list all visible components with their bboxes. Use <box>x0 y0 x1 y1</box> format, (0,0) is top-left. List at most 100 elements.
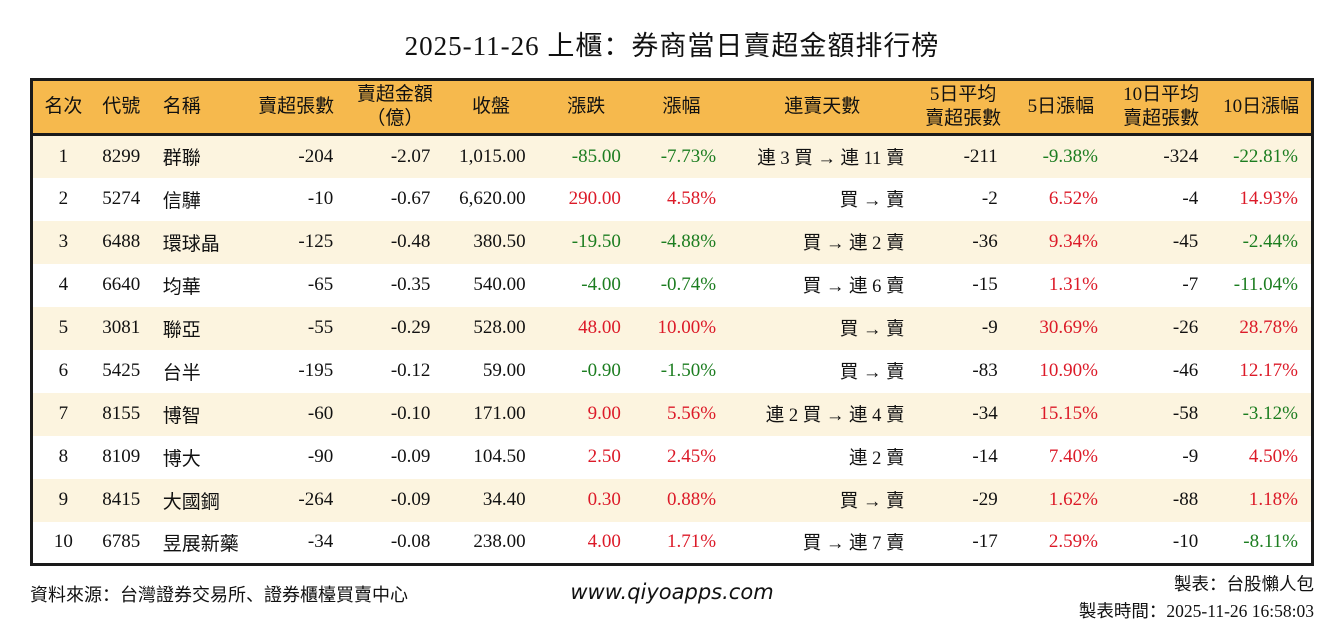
name-cell: 台半 <box>162 362 201 384</box>
rank-cell: 1 <box>58 145 69 167</box>
code-cell: 6640 <box>102 274 141 295</box>
avg5-volume-cell: -211 <box>963 145 998 167</box>
table-row: 7 8155 博智 -60 -0.10 171.00 9.00 5.56% 連 … <box>31 392 1313 436</box>
page-title: 2025-11-26 上櫃：券商當日賣超金額排行榜 <box>404 31 940 61</box>
sell-streak-cell: 買 → 賣 <box>839 320 905 340</box>
avg10-volume-cell: -58 <box>1172 403 1199 424</box>
avg10-volume-cell: -45 <box>1172 231 1199 252</box>
pct10-cell: 14.93% <box>1239 188 1298 209</box>
col-close: 收盤 <box>443 79 539 136</box>
close-cell: 171.00 <box>473 403 526 424</box>
avg5-volume-cell: -17 <box>972 531 998 553</box>
change-pct-cell: -1.50% <box>660 360 717 381</box>
col-sell-volume: 賣超張數 <box>245 79 347 136</box>
name-cell: 群聯 <box>162 148 201 170</box>
code-cell: 6488 <box>102 231 141 252</box>
name-cell: 昱展新藥 <box>162 533 239 555</box>
name-cell: 環球晶 <box>162 233 220 255</box>
pct5-cell: -9.38% <box>1042 145 1098 167</box>
code-cell: 5274 <box>102 188 141 209</box>
close-cell: 238.00 <box>473 531 526 553</box>
change-cell: 0.30 <box>587 489 621 510</box>
pct5-cell: 1.31% <box>1048 274 1098 295</box>
avg5-volume-cell: -2 <box>981 188 998 209</box>
sell-streak-cell: 買 → 連 6 賣 <box>802 277 905 297</box>
pct5-cell: 1.62% <box>1048 489 1098 510</box>
change-pct-cell: 2.45% <box>667 446 717 467</box>
col-change: 漲跌 <box>538 79 634 136</box>
sell-streak-cell: 連 2 買 → 連 4 賣 <box>765 406 905 426</box>
avg5-volume-cell: -9 <box>981 317 998 338</box>
pct10-cell: 1.18% <box>1248 489 1298 510</box>
change-cell: -85.00 <box>571 145 621 167</box>
change-cell: 9.00 <box>587 403 621 424</box>
pct10-cell: -8.11% <box>1243 531 1298 553</box>
close-cell: 104.50 <box>473 446 526 467</box>
name-cell: 博智 <box>162 405 201 427</box>
change-cell: -19.50 <box>571 231 621 252</box>
change-pct-cell: 5.56% <box>667 403 717 424</box>
avg10-volume-cell: -46 <box>1172 360 1199 381</box>
change-cell: 48.00 <box>578 317 621 338</box>
sell-amount-cell: -0.12 <box>390 360 431 381</box>
table-row: 4 6640 均華 -65 -0.35 540.00 -4.00 -0.74% … <box>31 263 1313 307</box>
code-cell: 3081 <box>102 317 141 338</box>
sell-volume-cell: -204 <box>298 145 334 167</box>
sell-volume-cell: -195 <box>298 360 334 381</box>
sell-amount-cell: -0.67 <box>390 188 431 209</box>
sell-amount-cell: -0.09 <box>390 489 431 510</box>
name-cell: 博大 <box>162 448 201 470</box>
change-cell: 2.50 <box>587 446 621 467</box>
pct10-cell: -22.81% <box>1233 145 1298 167</box>
col-avg5-sell-volume: 5日平均 賣超張數 <box>915 79 1011 136</box>
data-source-label: 資料來源：台灣證券交易所、證券櫃檯買賣中心 <box>30 585 408 605</box>
close-cell: 380.50 <box>473 231 526 252</box>
header-row: 名次 代號 名稱 賣超張數 賣超金額 （億） 收盤 漲跌 漲幅 連賣天數 5日平… <box>31 79 1313 136</box>
change-pct-cell: 0.88% <box>667 489 717 510</box>
change-pct-cell: -4.88% <box>660 231 717 252</box>
change-pct-cell: 4.58% <box>667 188 717 209</box>
sell-streak-cell: 買 → 賣 <box>839 492 905 512</box>
avg10-volume-cell: -4 <box>1182 188 1199 209</box>
change-pct-cell: -7.73% <box>660 145 717 167</box>
change-pct-cell: -0.74% <box>660 274 717 295</box>
name-cell: 聯亞 <box>162 319 201 341</box>
name-cell: 信驊 <box>162 190 201 212</box>
rank-cell: 6 <box>58 360 69 381</box>
pct10-cell: 4.50% <box>1248 446 1298 467</box>
sell-amount-cell: -0.09 <box>390 446 431 467</box>
table-row: 6 5425 台半 -195 -0.12 59.00 -0.90 -1.50% … <box>31 349 1313 393</box>
pct10-cell: -3.12% <box>1242 403 1298 424</box>
col-code: 代號 <box>93 79 149 136</box>
sell-amount-cell: -0.48 <box>390 231 431 252</box>
table-body: 1 8299 群聯 -204 -2.07 1,015.00 -85.00 -7.… <box>31 134 1313 565</box>
table-row: 8 8109 博大 -90 -0.09 104.50 2.50 2.45% 連 … <box>31 435 1313 479</box>
maker-label: 製表：台股懶人包 <box>1174 574 1315 594</box>
sell-volume-cell: -125 <box>298 231 334 252</box>
code-cell: 8155 <box>102 403 141 424</box>
col-change-pct: 漲幅 <box>633 79 730 136</box>
change-cell: -0.90 <box>581 360 621 381</box>
rank-cell: 9 <box>58 489 69 510</box>
pct10-cell: 12.17% <box>1239 360 1298 381</box>
col-avg10-sell-volume: 10日平均 賣超張數 <box>1110 79 1212 136</box>
footer: 資料來源：台灣證券交易所、證券櫃檯買賣中心 www.qiyoapps.com 製… <box>0 566 1344 625</box>
pct5-cell: 6.52% <box>1048 188 1098 209</box>
col-sell-streak: 連賣天數 <box>729 79 916 136</box>
close-cell: 1,015.00 <box>459 145 526 167</box>
table-row: 3 6488 環球晶 -125 -0.48 380.50 -19.50 -4.8… <box>31 220 1313 264</box>
code-cell: 8299 <box>102 145 141 167</box>
change-pct-cell: 10.00% <box>657 317 717 338</box>
close-cell: 59.00 <box>482 360 526 381</box>
pct5-cell: 9.34% <box>1048 231 1098 252</box>
pct5-cell: 7.40% <box>1048 446 1098 467</box>
pct10-cell: -11.04% <box>1233 274 1298 295</box>
avg5-volume-cell: -14 <box>972 446 998 467</box>
close-cell: 6,620.00 <box>459 188 526 209</box>
pct5-cell: 15.15% <box>1039 403 1098 424</box>
sell-amount-cell: -2.07 <box>390 145 431 167</box>
sell-amount-cell: -0.35 <box>390 274 431 295</box>
name-cell: 大國鋼 <box>162 491 220 513</box>
avg5-volume-cell: -34 <box>972 403 998 424</box>
avg5-volume-cell: -36 <box>972 231 998 252</box>
